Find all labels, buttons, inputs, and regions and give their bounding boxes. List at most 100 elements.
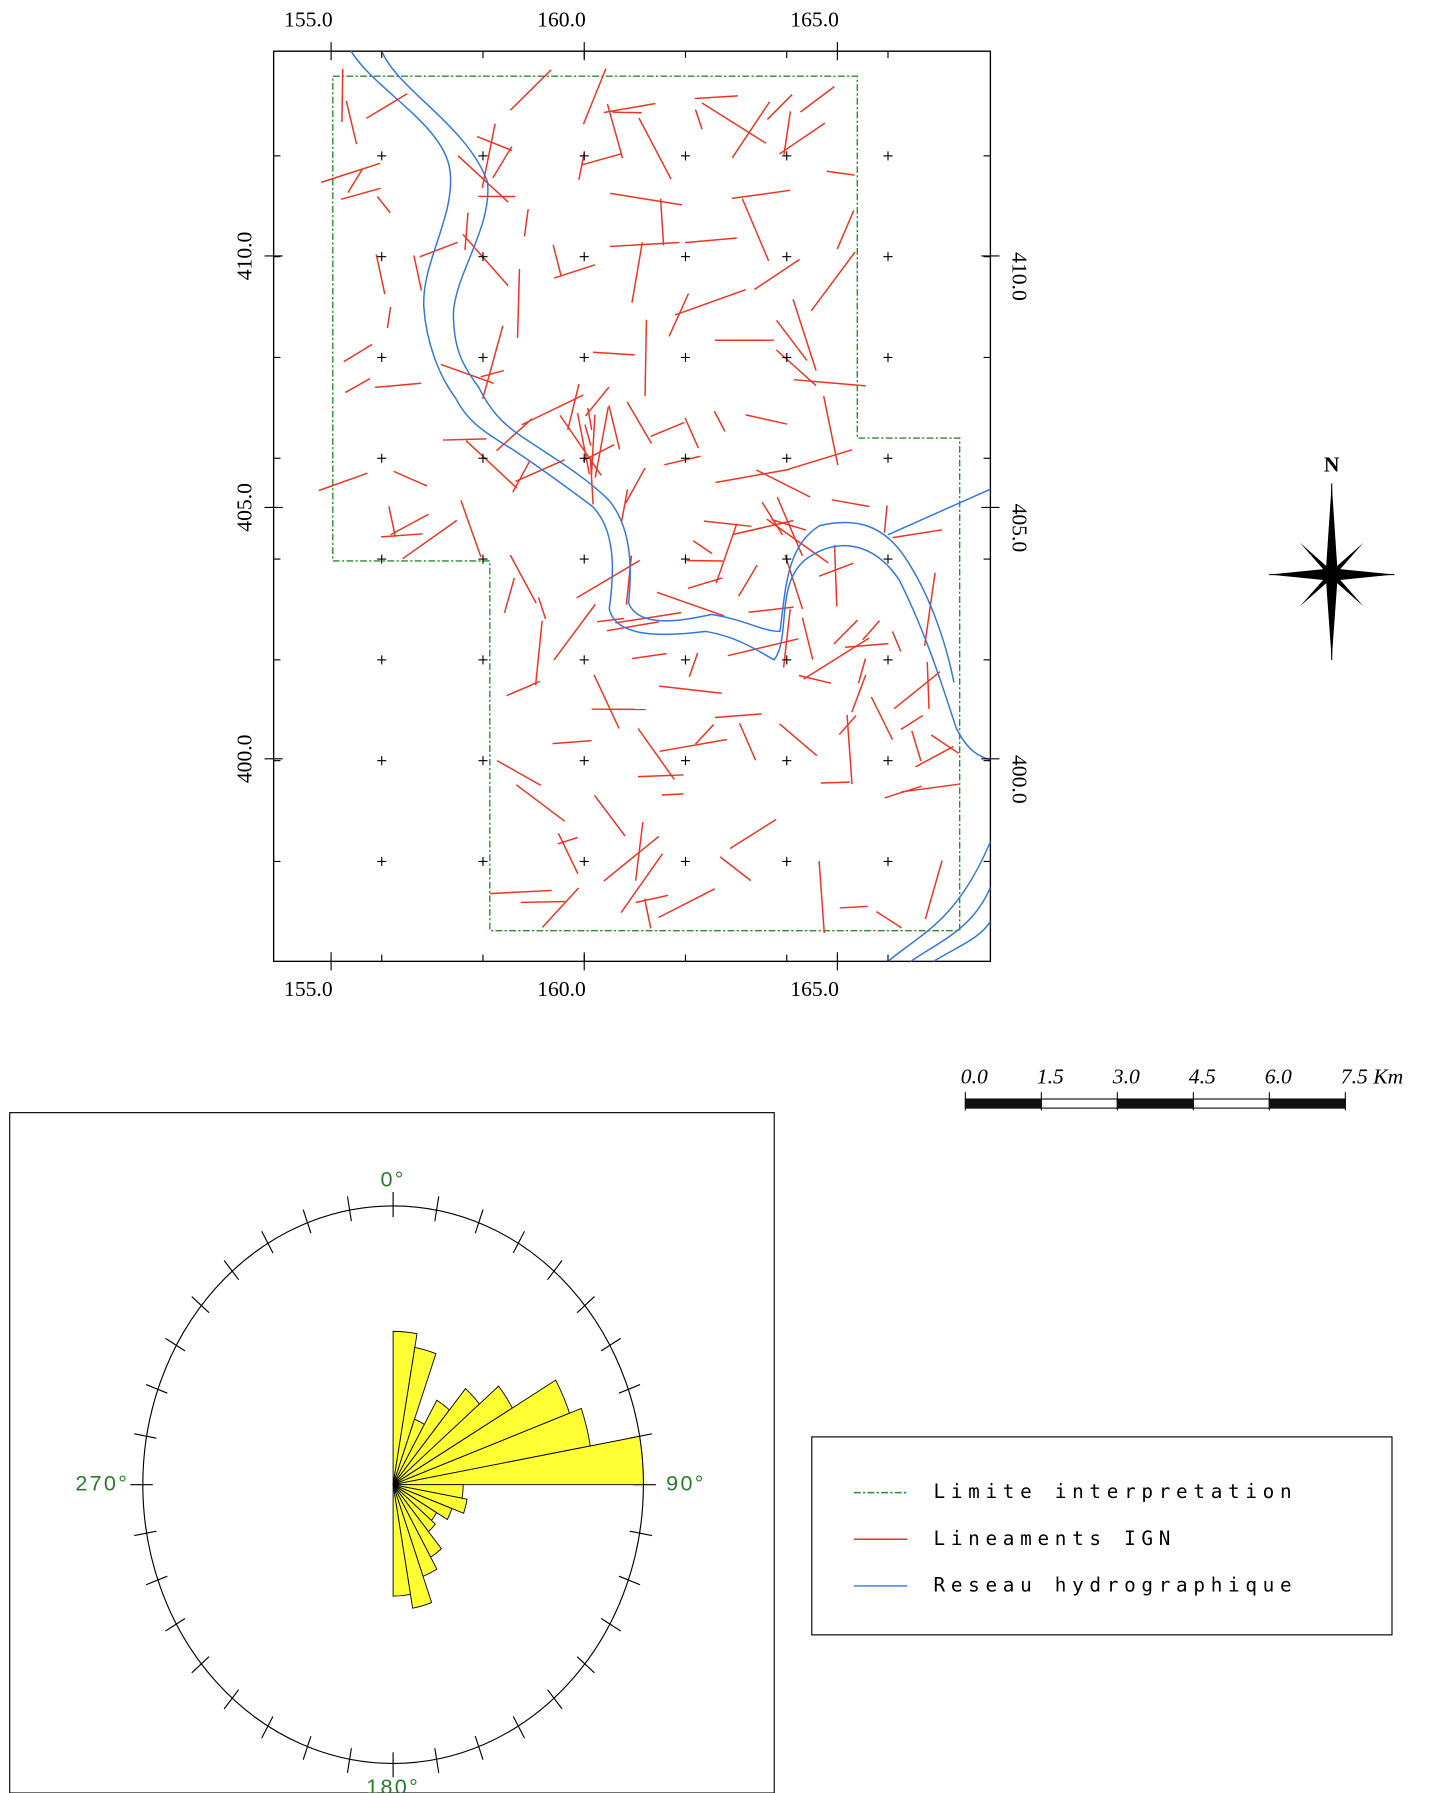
lineament (635, 894, 669, 904)
lineament (862, 620, 881, 641)
rose-tick (434, 1196, 440, 1222)
lineament (891, 631, 902, 652)
lineament (492, 146, 513, 179)
lineament (620, 853, 664, 914)
lineament (884, 785, 922, 799)
lineament (557, 836, 578, 845)
rose-tick (629, 1530, 653, 1537)
lineament (901, 783, 959, 793)
lineament (509, 554, 537, 604)
lineament (883, 505, 888, 533)
interpretation-limit (332, 75, 961, 932)
lineament (393, 470, 428, 487)
lineament (615, 611, 682, 624)
lineament (782, 609, 791, 668)
lineament (343, 343, 373, 363)
lineament (584, 386, 610, 417)
lineament (476, 135, 513, 152)
lineament (715, 468, 790, 484)
scale-label: 1.5 (1037, 1064, 1064, 1088)
lineament (684, 237, 737, 244)
lineament (753, 258, 801, 291)
scale-label: 6.0 (1265, 1064, 1292, 1088)
lineament (512, 460, 531, 493)
lineament (845, 642, 889, 648)
lineament (374, 382, 422, 389)
rose-tick (191, 1296, 210, 1314)
lineament (413, 255, 423, 291)
lineament (783, 111, 792, 156)
lineament (578, 152, 585, 180)
lineament (523, 208, 529, 237)
lineament (738, 722, 757, 761)
rose-petal (392, 1484, 433, 1609)
lineament (509, 69, 552, 111)
lineament (608, 405, 621, 450)
lineament (831, 499, 870, 508)
lineament (741, 198, 770, 262)
lineament (668, 293, 690, 337)
map-axes: 155.0 155.0 160.0 160.0 165.0 165.0 410.0 410.0… (232, 8, 1031, 1001)
rose-petal (392, 1346, 437, 1485)
tributary (887, 488, 991, 536)
y-tick-label: 405.0 (1008, 504, 1032, 553)
lineament (656, 591, 725, 617)
lineament (745, 414, 788, 425)
lineament (381, 533, 423, 538)
lineament (857, 658, 867, 684)
lineament (748, 606, 794, 613)
lineament (603, 835, 660, 882)
lineament (390, 513, 429, 536)
y-tick-label: 410.0 (232, 232, 256, 281)
lineament (846, 714, 853, 785)
map-frame (272, 50, 992, 963)
lineament (674, 288, 746, 316)
y-tick-label: 410.0 (1008, 252, 1032, 301)
lineament (589, 456, 594, 505)
lineament (798, 674, 832, 684)
lineament (761, 501, 784, 536)
lineament (833, 544, 838, 607)
rose-tick (474, 1735, 484, 1760)
rose-petal (392, 1484, 412, 1597)
lineament (496, 418, 533, 452)
rose-petal (392, 1484, 453, 1521)
scale-bar: 0.0 1.5 3.0 4.5 6.0 7.5 Km (961, 1064, 1403, 1111)
rose-tick (165, 1337, 186, 1352)
rose-label: 0° (380, 1167, 405, 1192)
lineament (366, 93, 408, 119)
lineament (345, 377, 371, 394)
river-bank (933, 921, 992, 962)
lineament (626, 401, 653, 444)
rose-tick (512, 1230, 526, 1254)
lineament (779, 122, 826, 155)
lineament (659, 685, 722, 694)
lineament (419, 241, 458, 258)
lineament (876, 911, 902, 929)
lineament (729, 818, 777, 850)
y-tick-label: 400.0 (232, 735, 256, 784)
lineament (793, 378, 866, 387)
lineament (650, 421, 685, 438)
river-bank (381, 50, 955, 683)
lineament (376, 196, 391, 214)
scale-segment (964, 1098, 1042, 1109)
lineament (838, 715, 857, 736)
lineament (610, 192, 683, 206)
rose-tick (261, 1230, 274, 1254)
lineament (818, 861, 825, 934)
rose-tick (134, 1433, 157, 1439)
rose-label: 90° (666, 1470, 706, 1495)
lineament (552, 244, 562, 277)
lineament (552, 739, 592, 745)
lineament (534, 620, 543, 686)
lineament (701, 102, 767, 144)
x-tick-label: 160.0 (537, 977, 586, 1001)
rose-tick (261, 1716, 274, 1739)
lineament (923, 572, 936, 647)
lineament (482, 325, 504, 399)
lineament (803, 637, 870, 680)
rose-tick (547, 1689, 563, 1710)
rose-petal (393, 1435, 644, 1486)
lineament (703, 520, 752, 528)
